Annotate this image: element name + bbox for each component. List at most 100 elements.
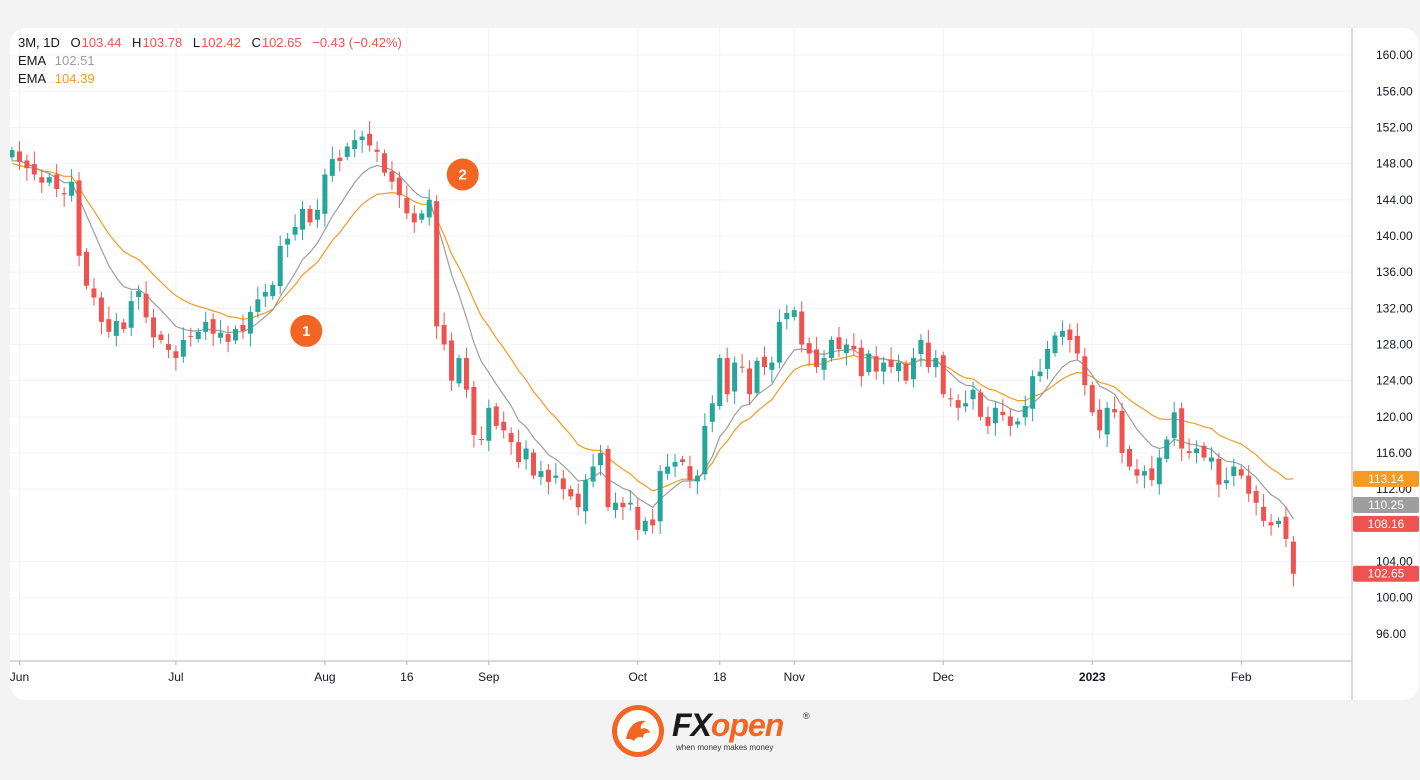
price-label: 113.14 xyxy=(1368,472,1404,486)
y-tick-label: 120.00 xyxy=(1376,410,1413,424)
x-tick-label: 2023 xyxy=(1079,670,1106,684)
candle-down xyxy=(84,251,89,286)
ema-slow-line xyxy=(11,163,1294,492)
candle-down xyxy=(1149,468,1155,481)
x-tick-label: Nov xyxy=(784,670,805,684)
candle-up xyxy=(776,321,782,363)
candle-down xyxy=(31,164,37,175)
price-chart[interactable]: 160.00 156.00 152.00 148.00 144.00 140.00 136.… xyxy=(10,28,1419,700)
candle-up xyxy=(314,209,320,220)
candle-up xyxy=(352,140,358,150)
candle-up xyxy=(1208,457,1214,462)
candle-down xyxy=(985,416,991,426)
grid xyxy=(10,28,1352,661)
x-tick-label: Aug xyxy=(314,670,335,684)
candle-up xyxy=(1231,466,1237,477)
candle-up xyxy=(233,329,238,341)
low-value: 102.42 xyxy=(201,35,241,50)
low-label: L xyxy=(192,35,201,50)
candle-down xyxy=(724,358,730,395)
candle-up xyxy=(843,344,849,354)
candle-up xyxy=(195,331,201,340)
candle-down xyxy=(799,311,805,345)
candle-down xyxy=(165,344,171,350)
axes: 160.00 156.00 152.00 148.00 144.00 140.00 136.… xyxy=(10,28,1419,700)
candle-down xyxy=(374,149,380,152)
candle-up xyxy=(1104,407,1110,435)
candle-up xyxy=(657,471,663,522)
candle-up xyxy=(1156,457,1162,485)
marker-badge xyxy=(290,314,323,347)
candle-down xyxy=(1238,469,1244,476)
candle-up xyxy=(963,403,969,407)
x-tick-label: Feb xyxy=(1231,670,1252,684)
ema-fast-value: 102.51 xyxy=(54,53,95,68)
candle-down xyxy=(434,201,440,327)
y-tick-label: 116.00 xyxy=(1376,446,1412,460)
candle-up xyxy=(1276,520,1281,525)
candle-down xyxy=(1074,335,1080,354)
high-label: H xyxy=(132,35,142,50)
candle-up xyxy=(590,466,596,482)
candle-down xyxy=(650,519,656,526)
candle-down xyxy=(411,213,417,223)
x-tick-label: Sep xyxy=(478,670,500,684)
candle-up xyxy=(1059,330,1065,337)
candle-up xyxy=(1022,405,1028,418)
candle-up xyxy=(717,358,723,406)
ema-slow-legend[interactable]: EMA 104.39 xyxy=(18,71,96,86)
candle-up xyxy=(277,245,283,287)
candle-down xyxy=(449,340,455,381)
candle-up xyxy=(583,480,589,512)
ema-fast-line xyxy=(12,160,1294,520)
candle-down xyxy=(441,325,447,345)
candle-up xyxy=(709,403,715,422)
candle-down xyxy=(367,133,373,146)
candle-up xyxy=(270,284,276,297)
chart-panel: 160.00 156.00 152.00 148.00 144.00 140.00 136.… xyxy=(10,28,1419,700)
candle-up xyxy=(247,311,253,334)
candle-up xyxy=(791,310,797,317)
candle-down xyxy=(396,177,402,196)
candle-down xyxy=(1268,522,1274,526)
candle-down xyxy=(940,355,946,395)
price-label-bg xyxy=(1353,565,1419,582)
candles xyxy=(10,121,1296,587)
candle-up xyxy=(1141,471,1147,476)
candle-up xyxy=(329,159,335,176)
candle-down xyxy=(121,322,127,330)
y-tick-label: 160.00 xyxy=(1376,48,1413,62)
candle-down xyxy=(1201,445,1207,458)
candle-up xyxy=(918,339,924,354)
candle-down xyxy=(493,406,499,426)
candle-up xyxy=(612,502,618,510)
ema-fast-legend[interactable]: EMA 102.51 xyxy=(18,53,96,68)
y-tick-label: 140.00 xyxy=(1376,229,1413,243)
candle-up xyxy=(359,136,365,141)
candle-down xyxy=(1112,409,1118,413)
candle-down xyxy=(143,293,149,318)
candle-down xyxy=(1007,416,1013,426)
candle-down xyxy=(814,349,820,368)
candle-up xyxy=(754,360,760,393)
candle-down xyxy=(1290,541,1296,574)
candle-up xyxy=(1171,412,1177,439)
candle-up xyxy=(419,213,425,220)
candle-down xyxy=(925,342,931,368)
candle-up xyxy=(933,358,939,368)
y-tick-label: 128.00 xyxy=(1376,338,1413,352)
candle-up xyxy=(1052,335,1058,354)
candle-down xyxy=(851,345,857,350)
candle-down xyxy=(1246,475,1252,494)
candle-up xyxy=(1030,376,1036,409)
candle-up xyxy=(426,199,432,218)
candle-down xyxy=(76,180,82,256)
candle-down xyxy=(1134,469,1140,476)
candle-up xyxy=(285,238,291,245)
candle-up xyxy=(627,502,633,505)
candle-up xyxy=(10,150,15,158)
candle-down xyxy=(404,198,410,214)
candle-up xyxy=(486,407,492,441)
price-label-bg xyxy=(1353,497,1419,514)
candle-down xyxy=(1119,410,1125,454)
